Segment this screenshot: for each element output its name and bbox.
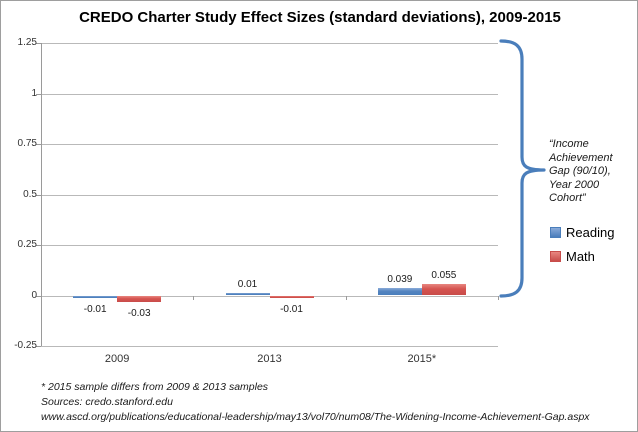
y-axis-tick [36,245,41,246]
bar-math-2009 [117,295,162,302]
x-axis-tick [193,295,195,300]
data-label-math-2013: -0.01 [280,303,303,315]
gridline-0.5 [41,194,498,196]
math-swatch-icon [550,251,561,262]
x-axis-tick [41,295,42,300]
legend-label-reading: Reading [566,225,615,240]
legend: Reading Math [550,225,614,273]
bar-reading-2015* [377,287,422,296]
data-label-reading-2009: -0.01 [83,303,107,315]
bar-reading-2013 [225,293,270,296]
y-axis-label: -0.25 [14,340,37,351]
chart-title: CREDO Charter Study Effect Sizes (standa… [79,9,561,26]
legend-item-reading: Reading [550,225,614,240]
y-axis-tick [36,194,41,196]
y-axis-line [41,43,42,346]
x-axis-tick [498,295,499,300]
y-axis-label: 0.5 [23,188,37,200]
data-label-reading-2013: 0.01 [237,279,258,291]
x-axis-label-2009: 2009 [104,353,130,365]
y-axis-tick [36,43,41,44]
gridline-1.25 [41,43,498,44]
gridline--0.25 [41,346,498,347]
legend-item-math: Math [550,249,614,264]
data-label-math-2015*: 0.055 [431,270,457,282]
x-axis-tick [345,295,347,300]
y-axis-label: 1 [31,87,37,99]
y-axis-label: 0.25 [17,239,37,250]
data-label-math-2009: -0.03 [127,307,151,319]
bar-reading-2009 [73,295,118,298]
x-axis-label-2015*: 2015* [407,353,437,365]
data-label-reading-2015*: 0.039 [387,273,413,285]
gridline-0.75 [41,144,498,145]
bar-math-2013 [269,295,314,298]
y-axis-tick [36,93,41,95]
legend-label-math: Math [566,249,595,264]
brace-annotation-text: “Income Achievement Gap (90/10), Year 20… [549,138,613,204]
x-axis-label-2013: 2013 [257,353,282,365]
bar-math-2015* [421,284,466,296]
y-axis-label: 0.75 [17,138,37,149]
footnote-url: www.ascd.org/publications/educational-le… [41,411,590,423]
footnote-sample-note: * 2015 sample differs from 2009 & 2013 s… [41,381,269,393]
y-axis-tick [36,346,41,347]
gridline-0.25 [41,245,498,246]
footnote-sources: Sources: credo.stanford.edu [41,396,173,408]
y-axis-tick [36,144,41,145]
curly-brace [499,39,546,298]
gridline-1 [41,93,498,95]
footnotes: * 2015 sample differs from 2009 & 2013 s… [41,380,590,425]
y-axis-label: 0 [31,289,37,301]
y-axis-label: 1.25 [17,37,37,48]
reading-swatch-icon [550,227,561,238]
y-axis-tick [36,295,41,297]
